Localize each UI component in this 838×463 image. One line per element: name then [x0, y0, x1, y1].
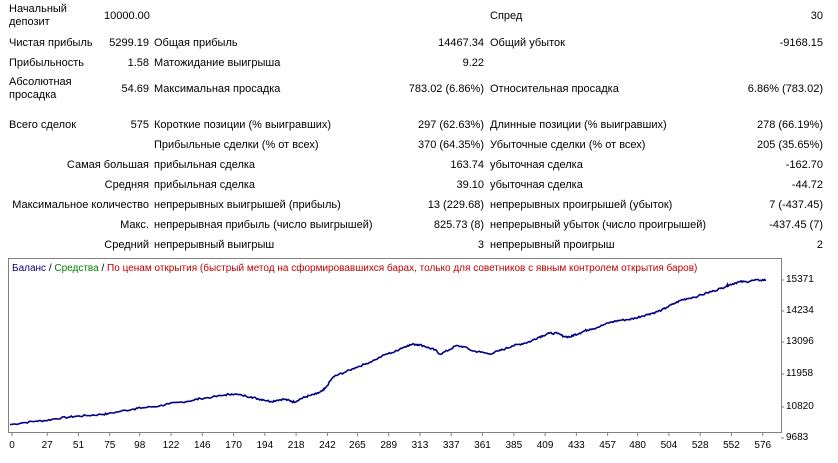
avg-cons-losses-label: непрерывный проигрыш: [490, 239, 615, 251]
profit-factor-value: 1.58: [127, 57, 149, 69]
total-trades-label: Всего сделок: [9, 119, 77, 131]
net-profit-value: 5299.19: [109, 37, 149, 49]
x-tick-label: 409: [536, 440, 554, 451]
long-positions-value: 278 (66.19%): [756, 119, 823, 131]
gross-loss-label: Общий убыток: [490, 37, 565, 49]
spread-value: 30: [810, 10, 823, 22]
max-drawdown-value: 783.02 (6.86%): [408, 83, 484, 95]
x-tick-label: 385: [505, 440, 523, 451]
max-cons-loss-value: -437.45 (7): [769, 219, 823, 231]
x-tick-label: 504: [660, 440, 678, 451]
x-tick-label: 433: [568, 440, 585, 451]
x-tick-label: 242: [319, 440, 336, 451]
x-tick-label: 457: [599, 440, 616, 451]
avg-cons-wins-value: 3: [477, 239, 484, 251]
spread-label: Спред: [490, 10, 523, 22]
gross-loss-value: -9168.15: [779, 37, 823, 49]
net-profit-label: Чистая прибыль: [9, 37, 93, 49]
max-cons-wins-label: непрерывных выигрышей (прибыль): [154, 199, 341, 211]
total-trades-value: 575: [130, 119, 149, 131]
average-loss-label: убыточная сделка: [490, 179, 583, 191]
expected-payoff-value: 9.22: [462, 57, 484, 69]
y-tick-label: 10820: [786, 401, 814, 412]
average-profit-label: прибыльная сделка: [154, 179, 256, 191]
gross-profit-label: Общая прибыль: [154, 37, 238, 49]
rel-drawdown-value: 6.86% (783.02): [747, 83, 823, 95]
abs-drawdown-label-line1: Абсолютная: [9, 76, 72, 88]
short-positions-value: 297 (62.63%): [417, 119, 484, 131]
balance-series-line: [9, 278, 767, 426]
max-cons-losses-value: 7 (-437.45): [769, 199, 823, 211]
y-tick-label: 14234: [786, 305, 814, 316]
largest-loss-label: убыточная сделка: [490, 159, 583, 171]
x-tick-label: 170: [225, 440, 242, 451]
x-tick-label: 552: [723, 440, 740, 451]
largest-loss-value: -162.70: [785, 159, 823, 171]
max-cons-losses-label: непрерывных проигрышей (убыток): [490, 199, 673, 211]
avg-label: Средний: [104, 239, 149, 251]
largest-profit-label: прибыльная сделка: [154, 159, 256, 171]
y-tick-label: 15371: [786, 274, 814, 285]
rel-drawdown-label: Относительная просадка: [490, 83, 619, 95]
x-tick-label: 289: [380, 440, 398, 451]
x-tick-label: 480: [629, 440, 646, 451]
profit-trades-value: 370 (64.35%): [417, 139, 484, 151]
x-tick-label: 27: [41, 440, 53, 451]
abs-drawdown-value: 54.69: [121, 83, 149, 95]
expected-payoff-label: Матожидание выигрыша: [154, 57, 281, 69]
loss-trades-label: Убыточные сделки (% от всех): [490, 139, 646, 151]
x-tick-label: 528: [691, 440, 709, 451]
max-cons-wins-value: 13 (229.68): [427, 199, 484, 211]
initial-deposit-value: 10000.00: [104, 10, 150, 22]
max-cons-loss-label: непрерывный убыток (число проигрышей): [490, 219, 707, 231]
x-tick-label: 218: [287, 440, 305, 451]
x-tick-label: 194: [256, 440, 274, 451]
x-tick-label: 0: [9, 440, 15, 451]
x-tick-label: 98: [134, 440, 146, 451]
abs-drawdown-label-line2: просадка: [9, 89, 57, 101]
max-cons-profit-value: 825.73 (8): [433, 219, 484, 231]
balance-chart: [8, 258, 782, 433]
initial-deposit-label-line2: депозит: [9, 16, 50, 28]
profit-trades-label: Прибыльные сделки (% от всех): [154, 139, 319, 151]
profit-factor-label: Прибыльность: [9, 57, 84, 69]
x-tick-label: 361: [474, 440, 491, 451]
max-cons-profit-label: непрерывная прибыль (число выигрышей): [154, 219, 373, 231]
max-drawdown-label: Максимальная просадка: [154, 83, 281, 95]
chart-legend: Баланс / Средства / По ценам открытия (б…: [12, 263, 697, 275]
average-profit-value: 39.10: [456, 179, 484, 191]
abs-drawdown-label: Абсолютная просадка: [9, 76, 72, 102]
x-tick-label: 576: [754, 440, 772, 451]
legend-mode-text: По ценам открытия (быстрый метод на сфор…: [107, 263, 698, 274]
avg-cons-losses-value: 2: [816, 239, 823, 251]
largest-label: Самая большая: [66, 159, 149, 171]
loss-trades-value: 205 (35.65%): [756, 139, 823, 151]
gross-profit-value: 14467.34: [438, 37, 484, 49]
legend-separator-1: /: [46, 263, 55, 274]
y-tick-label: 11958: [786, 368, 814, 379]
initial-deposit-label: Начальный депозит: [9, 3, 67, 29]
x-tick-label: 51: [72, 440, 85, 451]
x-tick-label: 313: [411, 440, 429, 451]
legend-balance: Баланс: [12, 263, 47, 274]
legend-equity: Средства: [54, 263, 99, 274]
max-label: Макс.: [120, 219, 149, 231]
y-tick-label: 9683: [786, 432, 809, 443]
initial-deposit-label-line1: Начальный: [9, 3, 67, 15]
max-count-label: Максимальное количество: [12, 199, 149, 211]
largest-profit-value: 163.74: [450, 159, 484, 171]
x-tick-label: 146: [193, 440, 211, 451]
x-tick-label: 265: [349, 440, 366, 451]
average-loss-value: -44.72: [791, 179, 823, 191]
long-positions-label: Длинные позиции (% выигравших): [490, 119, 667, 131]
x-tick-label: 122: [162, 440, 180, 451]
x-tick-label: 75: [104, 440, 116, 451]
x-tick-label: 337: [442, 440, 460, 451]
y-tick-label: 13096: [786, 336, 814, 347]
legend-separator-2: /: [98, 263, 108, 274]
average-label: Средняя: [104, 179, 149, 191]
short-positions-label: Короткие позиции (% выигравших): [154, 119, 332, 131]
avg-cons-wins-label: непрерывный выигрыш: [154, 239, 275, 251]
